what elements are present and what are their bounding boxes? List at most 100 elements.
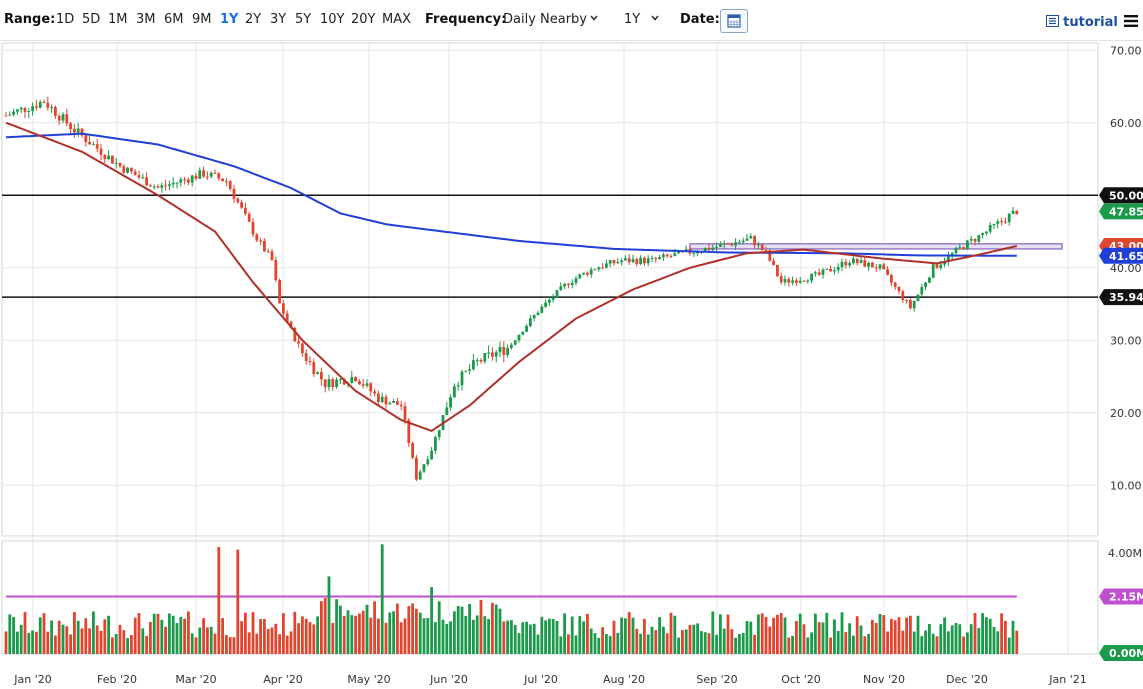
candle-body xyxy=(179,179,183,183)
volume-bar xyxy=(954,622,958,654)
volume-bar xyxy=(171,615,175,654)
chart-toolbar: Range: 1D 5D 1M 3M 6M 9M 1Y 2Y 3Y 5Y 10Y… xyxy=(0,0,1143,41)
candle-body xyxy=(840,261,844,268)
volume-bar xyxy=(111,637,114,654)
volume-bar xyxy=(996,631,1000,654)
candle-body xyxy=(1011,210,1015,214)
volume-bar xyxy=(559,636,563,654)
volume-bar xyxy=(308,622,312,654)
candle-body xyxy=(12,111,15,115)
candle-body xyxy=(867,262,870,267)
volume-bar xyxy=(916,615,920,654)
volume-bar xyxy=(331,622,335,654)
volume-bar xyxy=(791,635,794,654)
volume-bar xyxy=(156,613,160,654)
candle-body xyxy=(130,167,133,172)
volume-bar xyxy=(464,615,468,654)
volume-bar xyxy=(107,615,110,654)
range-1m-button[interactable]: 1M xyxy=(108,12,128,27)
period-chevron-down-icon[interactable] xyxy=(651,14,659,22)
candle-body xyxy=(418,471,422,480)
range-6m-button[interactable]: 6M xyxy=(164,12,184,27)
x-tick-label: Jul '20 xyxy=(523,673,558,686)
candle-body xyxy=(331,379,335,388)
volume-bar xyxy=(768,626,772,654)
volume-bar xyxy=(1000,613,1003,654)
candle-body xyxy=(612,260,616,264)
volume-bar xyxy=(715,634,718,654)
volume-bar xyxy=(354,615,357,654)
range-2y-button[interactable]: 2Y xyxy=(245,12,262,27)
candle-body xyxy=(696,252,699,254)
volume-bar xyxy=(696,623,699,654)
volume-bar xyxy=(586,613,589,654)
range-1d-button[interactable]: 1D xyxy=(56,12,75,27)
volume-bar xyxy=(4,631,8,654)
range-3m-button[interactable]: 3M xyxy=(136,12,156,27)
candle-body xyxy=(491,352,494,357)
date-picker-button[interactable] xyxy=(720,9,748,33)
range-max-button[interactable]: MAX xyxy=(382,12,412,27)
range-10y-button[interactable]: 10Y xyxy=(320,12,345,27)
volume-bar xyxy=(164,626,167,654)
candle-body xyxy=(521,331,525,335)
volume-bar xyxy=(730,629,734,654)
candle-body xyxy=(369,383,373,392)
volume-bar xyxy=(688,624,692,654)
candle-body xyxy=(529,318,532,326)
range-3y-button[interactable]: 3Y xyxy=(270,12,287,27)
candle-body xyxy=(247,213,251,222)
period-select[interactable]: 1Y xyxy=(624,12,641,27)
candle-body xyxy=(654,257,658,260)
y-tick-label: 30.00 xyxy=(1110,334,1142,347)
volume-bar xyxy=(897,617,901,654)
candle-body xyxy=(1004,221,1007,223)
volume-bar xyxy=(437,601,441,654)
volume-bar xyxy=(852,635,855,654)
candle-body xyxy=(453,386,456,398)
volume-bar xyxy=(513,624,517,654)
range-5y-button[interactable]: 5Y xyxy=(295,12,312,27)
candle-body xyxy=(445,407,449,416)
candle-body xyxy=(836,267,840,271)
candle-body xyxy=(149,185,152,187)
volume-bar xyxy=(487,618,490,654)
volume-bar xyxy=(867,633,870,654)
volume-bar xyxy=(202,618,205,654)
volume-bar xyxy=(833,619,836,654)
candle-body xyxy=(263,240,266,252)
candle-body xyxy=(646,258,650,264)
candle-body xyxy=(8,114,12,116)
range-5d-button[interactable]: 5D xyxy=(82,12,101,27)
candle-body xyxy=(643,257,646,264)
tutorial-list-icon xyxy=(1046,15,1059,27)
volume-bar xyxy=(662,626,665,654)
volume-bar xyxy=(149,621,152,654)
frequency-select[interactable]: Daily Nearby xyxy=(503,12,588,27)
frequency-chevron-down-icon[interactable] xyxy=(590,14,598,22)
range-20y-button[interactable]: 20Y xyxy=(351,12,376,27)
volume-bar xyxy=(187,611,190,654)
candle-body xyxy=(692,252,696,254)
candle-body xyxy=(517,334,521,341)
candle-body xyxy=(422,464,426,472)
volume-tag-last-text: 0.00M xyxy=(1109,647,1143,660)
price-tag-last-bg xyxy=(1099,203,1143,220)
volume-bar xyxy=(570,616,574,654)
volume-bar xyxy=(855,616,859,654)
volume-bar xyxy=(88,628,91,654)
price-tag-line-bg xyxy=(1099,289,1143,306)
candle-body xyxy=(950,253,954,256)
volume-bar xyxy=(544,620,547,654)
candle-body xyxy=(206,176,209,178)
x-tick-label: Nov '20 xyxy=(863,673,905,686)
candle-body xyxy=(555,289,559,298)
volume-bar xyxy=(369,617,373,654)
volume-bar xyxy=(16,631,19,654)
candle-body xyxy=(601,267,604,269)
range-9m-button[interactable]: 9M xyxy=(192,12,212,27)
hamburger-menu-icon[interactable] xyxy=(1124,14,1138,28)
range-1y-button[interactable]: 1Y xyxy=(220,12,239,27)
candle-body xyxy=(358,381,361,385)
tutorial-link[interactable]: tutorial xyxy=(1046,15,1118,30)
